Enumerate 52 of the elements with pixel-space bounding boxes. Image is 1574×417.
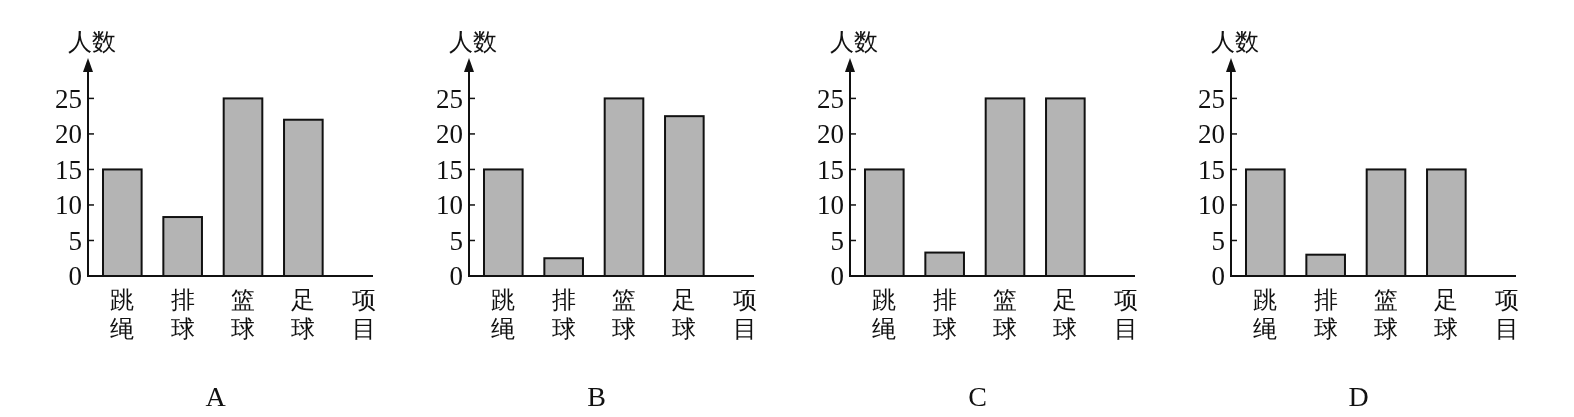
x-tick-label: 跳绳 <box>872 286 897 343</box>
y-tick-label: 10 <box>817 190 844 221</box>
x-axis-title: 项目 <box>732 286 757 343</box>
x-tick-label: 篮球 <box>231 286 255 343</box>
y-tick-label: 20 <box>1198 119 1225 150</box>
y-tick-label: 5 <box>1211 225 1225 256</box>
y-tick-label: 20 <box>436 119 463 150</box>
y-tick-label: 5 <box>449 225 463 256</box>
x-tick-label: 足球 <box>1053 286 1078 343</box>
y-tick-label: 15 <box>436 154 463 185</box>
x-tick-label: 排球 <box>932 286 957 343</box>
x-tick-label: 篮球 <box>612 286 636 343</box>
y-tick-label: 15 <box>817 154 844 185</box>
y-axis-title: 人数 <box>830 28 878 56</box>
y-tick-label: 10 <box>55 190 82 221</box>
y-axis-title: 人数 <box>1211 28 1259 56</box>
y-tick-label: 0 <box>830 261 844 292</box>
y-tick-label: 25 <box>55 83 82 114</box>
x-tick-label: 足球 <box>291 286 316 343</box>
x-tick-label: 篮球 <box>993 286 1017 343</box>
y-tick-label: 20 <box>817 119 844 150</box>
x-tick-label: 跳绳 <box>1253 286 1278 343</box>
x-tick-label: 排球 <box>1313 286 1338 343</box>
x-tick-label: 篮球 <box>1374 286 1398 343</box>
y-tick-label: 5 <box>830 225 844 256</box>
text: D <box>1348 381 1369 412</box>
x-axis-title: 项目 <box>1113 286 1138 343</box>
text: C <box>968 381 988 412</box>
text: B <box>587 381 607 412</box>
text: A <box>205 381 227 412</box>
x-axis-title: 项目 <box>1494 286 1519 343</box>
x-tick-label: 足球 <box>1434 286 1459 343</box>
y-tick-label: 10 <box>1198 190 1225 221</box>
x-axis-title: 项目 <box>351 286 376 343</box>
y-tick-label: 15 <box>55 154 82 185</box>
x-tick-label: 足球 <box>672 286 697 343</box>
x-tick-label: 排球 <box>551 286 576 343</box>
y-tick-label: 25 <box>1198 83 1225 114</box>
y-tick-label: 0 <box>1211 261 1225 292</box>
x-tick-label: 跳绳 <box>110 286 135 343</box>
y-tick-label: 15 <box>1198 154 1225 185</box>
y-tick-label: 0 <box>68 261 82 292</box>
y-tick-label: 5 <box>68 225 82 256</box>
x-tick-label: 跳绳 <box>491 286 516 343</box>
y-tick-label: 25 <box>436 83 463 114</box>
x-tick-label: 排球 <box>170 286 195 343</box>
y-tick-label: 20 <box>55 119 82 150</box>
y-tick-label: 0 <box>449 261 463 292</box>
y-axis-title: 人数 <box>449 28 497 56</box>
y-tick-label: 25 <box>817 83 844 114</box>
y-tick-label: 10 <box>436 190 463 221</box>
y-axis-title: 人数 <box>68 28 116 56</box>
